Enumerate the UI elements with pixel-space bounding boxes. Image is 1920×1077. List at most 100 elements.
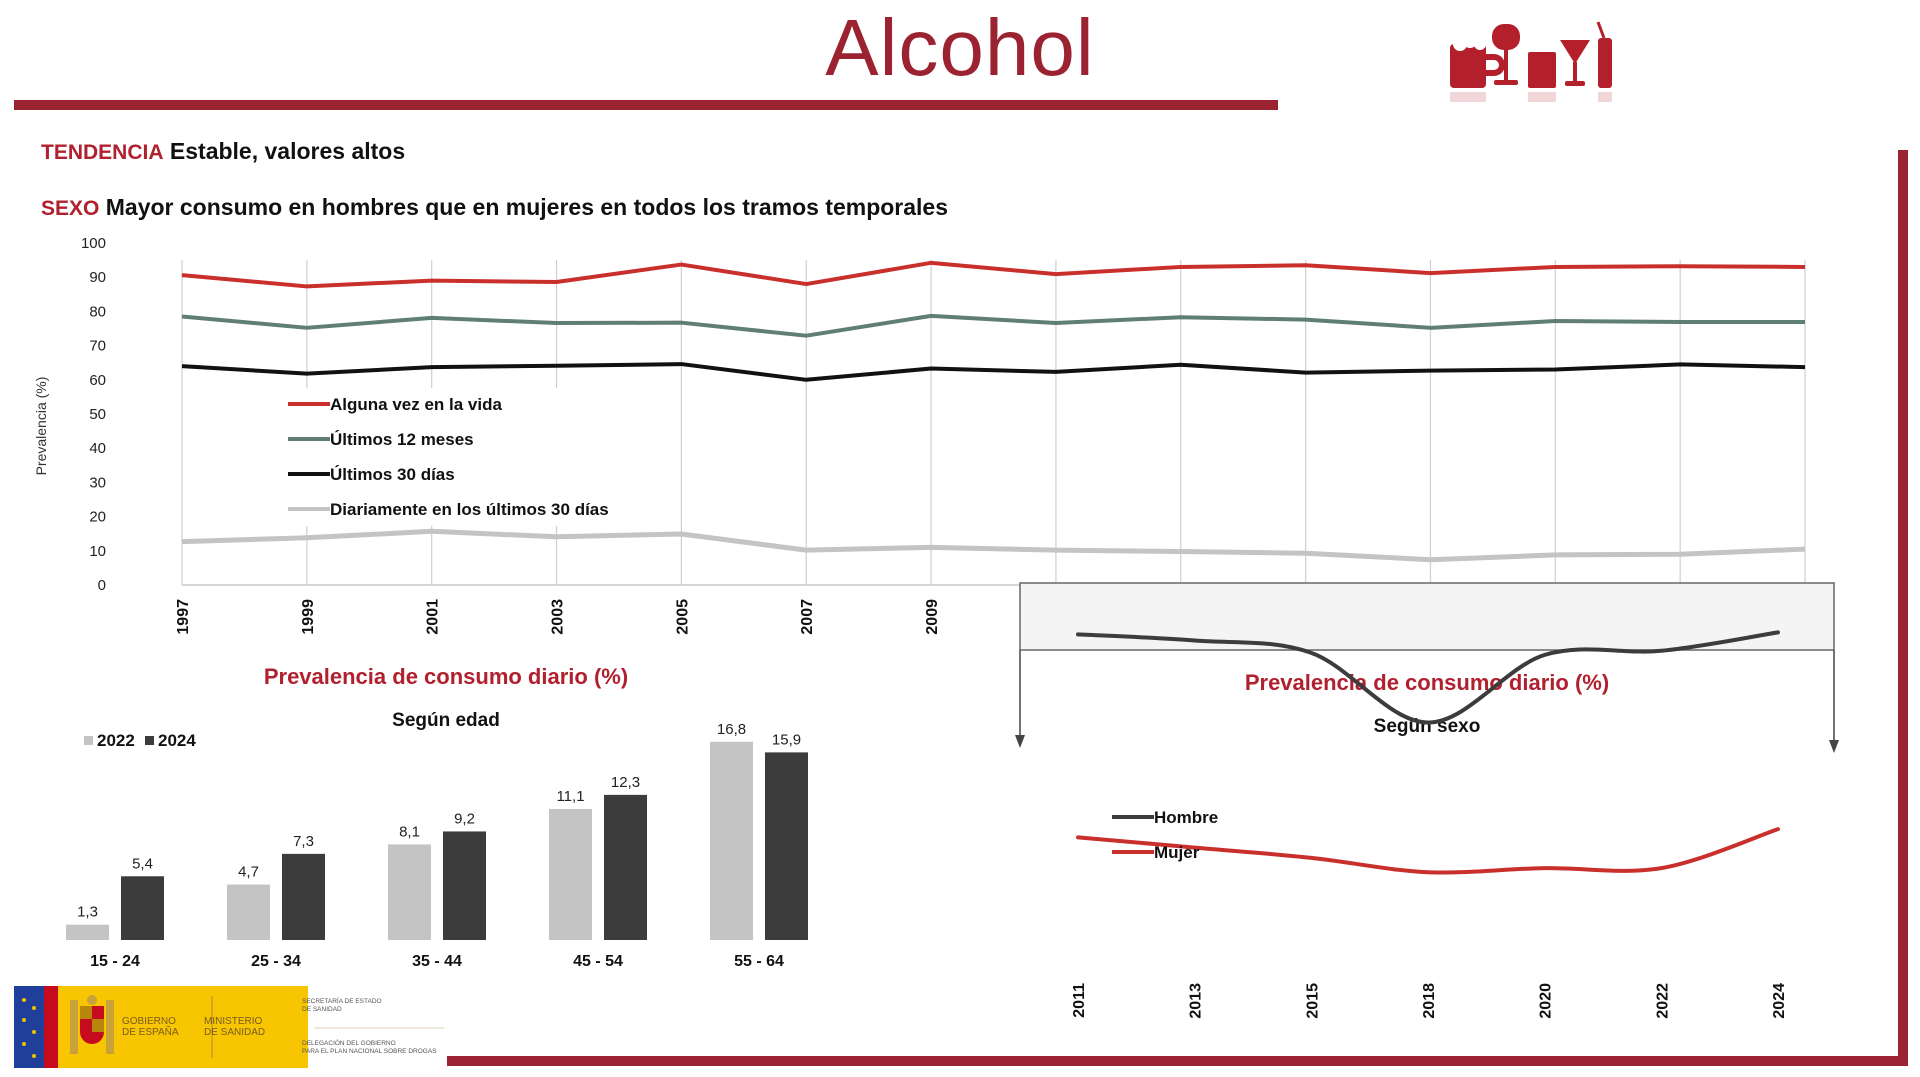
y-tick-label: 90 [89, 269, 106, 286]
sexo-line: SEXO Mayor consumo en hombres que en muj… [41, 194, 948, 221]
x-tick-label: 2003 [550, 599, 567, 635]
x-tick-label: 2009 [924, 599, 941, 635]
bar [604, 794, 647, 940]
series-line [181, 528, 1806, 563]
bar-chart-title: Prevalencia de consumo diario (%) [264, 664, 628, 689]
sexo-text: Mayor consumo en hombres que en mujeres … [105, 194, 949, 220]
bar [765, 752, 808, 940]
bar [388, 844, 431, 940]
sex-legend: Hombre Mujer [1112, 808, 1218, 862]
tendencia-text: Estable, valores altos [169, 138, 406, 164]
ministerio-text: MINISTERIO DE SANIDAD [204, 1016, 266, 1038]
x-tick-label: 2011 [1071, 983, 1088, 1018]
bar-chart-subtitle: Según edad [392, 710, 500, 731]
highlight-box [1019, 582, 1835, 651]
frame-border-right [1898, 150, 1908, 1066]
y-tick-label: 70 [89, 338, 106, 355]
x-tick-label: 2005 [674, 599, 691, 635]
bar-value-label: 15,9 [772, 731, 801, 748]
bar [549, 809, 592, 940]
x-tick-label: 2018 [1421, 983, 1438, 1019]
y-tick-label: 20 [89, 509, 106, 526]
legend-label: 2022 [97, 731, 135, 750]
series-line [181, 260, 1806, 289]
legend-label: Alguna vez en la vida [330, 395, 502, 414]
age-bar-chart: Prevalencia de consumo diario (%) Según … [66, 664, 808, 970]
x-tick-label: 2001 [425, 599, 442, 635]
sex-series-lines [1076, 630, 1780, 875]
arrow-down-icon [1829, 740, 1839, 753]
legend-label: Hombre [1154, 808, 1218, 827]
y-tick-labels: 0 10 20 30 40 50 60 70 80 90 100 [81, 235, 106, 594]
legend-label: Mujer [1154, 843, 1200, 862]
tendencia-line: TENDENCIA Estable, valores altos [41, 138, 405, 165]
series-line [181, 362, 1806, 382]
bar-value-label: 4,7 [238, 864, 259, 881]
sex-chart-title: Prevalencia de consumo diario (%) [1245, 670, 1609, 695]
bar-value-label: 11,1 [556, 788, 584, 805]
legend-label: Últimos 12 meses [330, 430, 474, 449]
tendencia-label: TENDENCIA [41, 141, 164, 164]
x-tick-label: 2007 [799, 599, 816, 635]
legend: Alguna vez en la vida Últimos 12 meses Últ… [284, 388, 644, 526]
category-label: 45 - 54 [573, 953, 623, 970]
bar [282, 853, 325, 940]
coat-of-arms-icon [70, 995, 114, 1054]
y-tick-label: 30 [89, 474, 106, 491]
bar [443, 831, 486, 940]
legend-swatch [84, 736, 93, 745]
x-tick-label: 2020 [1538, 983, 1555, 1019]
bar-value-label: 1,3 [77, 904, 98, 921]
trend-line-chart: Prevalencia (%) 0 10 20 30 40 50 60 70 80 90 100 A… [33, 235, 1815, 635]
page-title: Alcohol [825, 3, 1095, 92]
series-line [1076, 827, 1780, 875]
title-rule [14, 100, 1278, 110]
bar [710, 741, 753, 940]
bar [66, 924, 109, 940]
bar-marks: 1,3 5,4 15 - 24 4,7 7,3 25 - 34 8,1 9,2 35 - 44 1… [66, 721, 808, 970]
y-tick-label: 10 [89, 543, 106, 560]
alcohol-drinks-icon [1450, 21, 1612, 102]
x-tick-label: 2013 [1188, 983, 1205, 1019]
y-tick-label: 80 [89, 303, 106, 320]
x-tick-label: 1999 [300, 599, 317, 635]
legend-background [284, 388, 644, 526]
x-tick-label: 2022 [1654, 983, 1671, 1019]
category-label: 25 - 34 [251, 953, 301, 970]
category-label: 55 - 64 [734, 953, 784, 970]
frame-border-bottom [446, 1056, 1908, 1066]
bar-value-label: 9,2 [454, 810, 475, 827]
sex-x-tick-labels: 2011 2013 2015 2018 2020 2022 2024 [1071, 983, 1788, 1019]
bar-value-label: 8,1 [399, 823, 420, 840]
x-tick-label: 2015 [1304, 983, 1321, 1019]
y-tick-label: 100 [81, 235, 106, 252]
bar-legend: 2022 2024 [84, 731, 196, 750]
bar-value-label: 5,4 [132, 855, 153, 872]
x-tick-label: 1997 [175, 599, 192, 635]
series-line [181, 313, 1805, 338]
delegacion-text: DELEGACIÓN DEL GOBIERNO PARA EL PLAN NAC… [302, 1040, 437, 1055]
legend-label: Diariamente en los últimos 30 días [330, 500, 609, 519]
y-axis-label: Prevalencia (%) [33, 377, 49, 476]
series-lines [181, 260, 1806, 563]
gobierno-text: GOBIERNO DE ESPAÑA [122, 1016, 179, 1038]
government-logo: GOBIERNO DE ESPAÑA MINISTERIO DE SANIDAD… [14, 986, 447, 1068]
series-line [1076, 630, 1780, 725]
sexo-label: SEXO [41, 197, 100, 220]
y-tick-label: 50 [89, 406, 106, 423]
category-label: 35 - 44 [412, 953, 462, 970]
y-tick-label: 40 [89, 440, 106, 457]
bar-value-label: 7,3 [293, 833, 314, 850]
bar [121, 876, 164, 940]
category-label: 15 - 24 [90, 953, 140, 970]
sex-chart-subtitle: Según sexo [1374, 716, 1481, 737]
legend-label: Últimos 30 días [330, 465, 455, 484]
x-tick-label: 2024 [1771, 983, 1788, 1019]
legend-swatch [145, 736, 154, 745]
bar-value-label: 12,3 [611, 774, 640, 791]
arrow-down-icon [1015, 735, 1025, 748]
y-tick-label: 60 [89, 372, 106, 389]
bar-value-label: 16,8 [717, 721, 746, 738]
secretaria-text: SECRETARÍA DE ESTADO DE SANIDAD [302, 998, 382, 1013]
